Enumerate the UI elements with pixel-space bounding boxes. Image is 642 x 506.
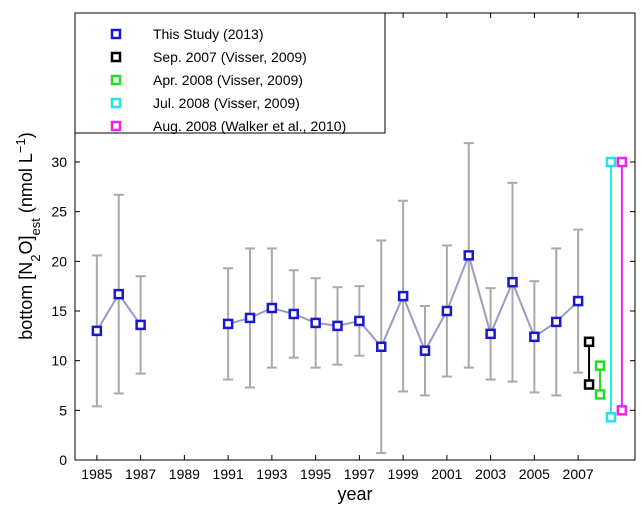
x-tick-label: 2003 — [475, 466, 506, 482]
x-tick-label: 1985 — [81, 466, 112, 482]
y-label-part: est — [28, 218, 43, 236]
y-tick-label: 15 — [51, 303, 67, 319]
y-tick-label: 25 — [51, 204, 67, 220]
x-tick-label: 2001 — [431, 466, 462, 482]
marker — [135, 319, 146, 331]
legend-box — [74, 12, 386, 134]
marker — [91, 325, 103, 337]
legend-label: Sep. 2007 (Visser, 2009) — [153, 49, 307, 65]
y-label-part: O] — [16, 235, 36, 254]
legend-label: This Study (2013) — [153, 26, 264, 42]
legend-marker — [110, 97, 122, 109]
marker — [397, 290, 409, 302]
marker — [376, 341, 387, 353]
marker — [605, 412, 617, 423]
x-tick-label: 1997 — [344, 466, 375, 482]
marker — [594, 389, 606, 400]
legend-marker — [110, 28, 122, 40]
y-tick-label: 30 — [51, 154, 67, 170]
x-tick-label: 1989 — [169, 466, 200, 482]
y-label-part: 2 — [28, 254, 43, 261]
marker — [507, 276, 518, 288]
y-label-part: −1 — [13, 138, 28, 153]
x-tick-label: 1991 — [213, 466, 244, 482]
marker — [266, 302, 278, 314]
marker — [310, 317, 321, 329]
x-tick-label: 2007 — [563, 466, 594, 482]
marker — [572, 295, 584, 307]
legend-marker — [110, 74, 122, 86]
y-tick-label: 5 — [59, 402, 67, 418]
x-tick-label: 1999 — [388, 466, 419, 482]
x-tick-label: 1995 — [300, 466, 331, 482]
marker — [332, 320, 343, 332]
marker — [583, 379, 595, 390]
y-label-part: ) — [16, 132, 36, 138]
marker — [222, 318, 234, 330]
marker — [354, 315, 365, 327]
marker — [463, 250, 474, 261]
legend-label: Apr. 2008 (Visser, 2009) — [153, 72, 303, 88]
legend-marker — [110, 51, 122, 63]
marker — [616, 405, 628, 416]
x-tick-label: 2005 — [519, 466, 550, 482]
y-axis-label: bottom [N2O]est (nmol L−1) — [13, 132, 43, 339]
x-tick-label: 1987 — [125, 466, 156, 482]
marker — [441, 305, 453, 317]
y-label-part: bottom [N — [16, 262, 36, 340]
marker — [113, 288, 124, 300]
marker — [288, 308, 299, 320]
marker — [583, 336, 595, 348]
marker — [551, 316, 562, 328]
marker — [605, 156, 617, 168]
marker — [244, 312, 256, 324]
marker — [529, 331, 540, 343]
y-label-part: (nmol L — [16, 153, 36, 218]
y-tick-label: 20 — [51, 253, 67, 269]
legend-label: Jul. 2008 (Visser, 2009) — [153, 95, 300, 111]
marker — [594, 360, 606, 371]
marker — [616, 156, 628, 168]
x-tick-label: 1993 — [256, 466, 287, 482]
y-tick-label: 0 — [59, 452, 67, 468]
legend-marker — [110, 120, 122, 132]
y-tick-label: 10 — [51, 353, 67, 369]
legend-label: Aug. 2008 (Walker et al., 2010) — [153, 118, 346, 134]
marker — [485, 328, 496, 340]
marker — [419, 345, 431, 356]
x-axis-label: year — [337, 484, 372, 504]
